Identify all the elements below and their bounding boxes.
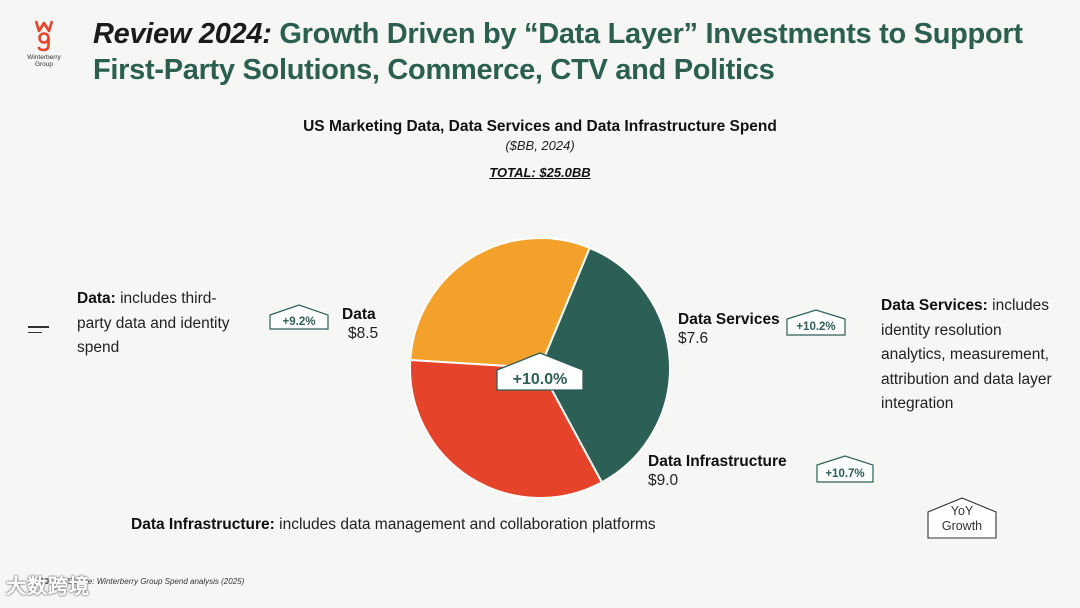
pie-slice-data [409, 359, 604, 499]
pie-slice-data-infrastructure [538, 246, 671, 484]
decorative-dash [28, 326, 49, 328]
slice-value-data-services: $7.6 [678, 330, 709, 347]
chart-subtitle: ($BB, 2024) [505, 138, 575, 153]
chart-total: TOTAL: $25.0BB [489, 165, 591, 180]
page-number: 10 [40, 577, 49, 586]
decorative-dash-short [28, 332, 42, 333]
chart-title: US Marketing Data, Data Services and Dat… [303, 118, 777, 135]
slice-name-data-services: Data Services [678, 311, 780, 328]
growth-badge-data-label: +9.2% [283, 316, 316, 328]
title-lead: Review 2024: [93, 18, 272, 50]
watermark: 大数跨境 [6, 576, 90, 598]
slice-label-data-infrastructure: Data Infrastructure $9.0 [648, 452, 787, 490]
center-growth-label: +10.0% [513, 371, 568, 388]
description-data-infrastructure: Data Infrastructure: includes data manag… [131, 516, 656, 533]
pie-slice-data-services [409, 237, 592, 370]
growth-badge-data-infrastructure: +10.7% [816, 455, 874, 483]
yoy-legend-label: YoY Growth [941, 504, 983, 533]
slice-value-data-infrastructure: $9.0 [648, 472, 679, 489]
description-data-services: Data Services: includes identity resolut… [881, 297, 1052, 412]
growth-badge-data-services: +10.2% [786, 309, 846, 336]
source-note: Source: Winterberry Group Spend analysis… [66, 577, 245, 586]
winterberry-logo: Winterberry Group [22, 18, 66, 68]
growth-badge-data: +9.2% [269, 304, 329, 330]
title-rest: Growth Driven by “Data Layer” Investment… [93, 18, 1023, 86]
yoy-legend-badge [927, 497, 997, 539]
center-growth-badge [496, 352, 584, 391]
slice-name-data: Data [342, 306, 376, 323]
slide-title: Review 2024: Growth Driven by “Data Laye… [93, 16, 1053, 88]
slice-label-data-services: Data Services $7.6 [678, 310, 780, 348]
growth-badge-data-infrastructure-label: +10.7% [825, 468, 864, 480]
slice-name-data-infrastructure: Data Infrastructure [648, 453, 787, 470]
slice-value-data: $8.5 [348, 325, 379, 342]
footer: 10 Source: Winterberry Group Spend analys… [40, 577, 244, 586]
description-data: Data: includes third- party data and ide… [77, 290, 230, 356]
slice-label-data: Data $8.5 [342, 305, 378, 343]
growth-badge-data-services-label: +10.2% [796, 321, 835, 333]
logo-wordmark: Winterberry Group [27, 54, 61, 68]
wg-logo-icon [34, 20, 54, 52]
